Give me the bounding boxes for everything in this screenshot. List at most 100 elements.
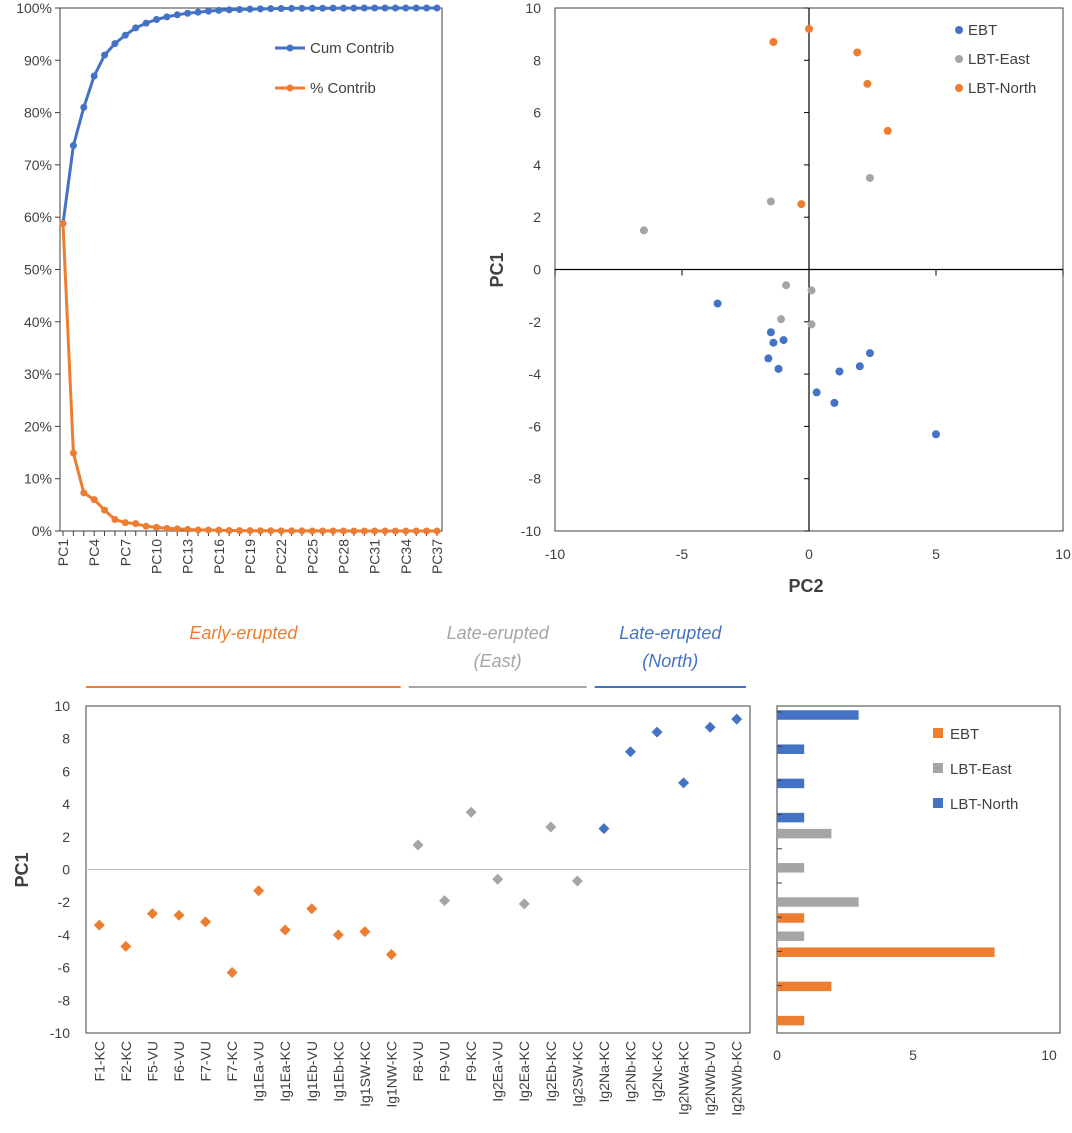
y-tick-label: 8	[533, 52, 541, 68]
y-tick-label: 100%	[16, 0, 52, 16]
data-point	[865, 173, 874, 182]
legend-label: EBT	[950, 726, 979, 743]
bar	[777, 913, 805, 923]
legend-marker	[286, 44, 294, 52]
data-point	[381, 4, 389, 12]
bar	[777, 931, 805, 941]
data-point	[777, 315, 786, 324]
histogram-chart: 0 5 10 EBT LBT-East LBT-North	[773, 705, 1061, 1063]
legend-label: Cum Contrib	[310, 40, 394, 57]
data-point	[173, 11, 181, 19]
data-point	[423, 527, 431, 535]
x-tick-label: -5	[676, 546, 689, 562]
data-point	[371, 527, 379, 535]
data-point	[267, 527, 275, 535]
data-point	[855, 362, 864, 371]
bar	[777, 897, 859, 907]
data-point	[412, 4, 420, 12]
data-point	[173, 909, 185, 921]
data-point	[298, 4, 306, 12]
y-tick-label: 20%	[24, 418, 52, 434]
y-tick-label: 10	[54, 698, 70, 714]
data-point	[319, 4, 327, 12]
x-tick-label: 0	[773, 1047, 781, 1063]
data-point	[766, 197, 775, 206]
y-tick-label: 2	[533, 209, 541, 225]
x-tick-label: F8-VU	[410, 1041, 426, 1081]
y-tick-label: -6	[58, 960, 71, 976]
x-tick-label: PC1	[55, 539, 71, 566]
data-point	[93, 919, 105, 931]
y-tick-label: -2	[58, 894, 71, 910]
data-point	[184, 525, 192, 533]
x-tick-label: Ig2Na-KC	[596, 1041, 612, 1102]
y-tick-label: 10%	[24, 471, 52, 487]
y-tick-label: -10	[521, 523, 541, 539]
data-point	[225, 526, 233, 534]
x-tick-label: Ig2Nb-KC	[622, 1041, 638, 1102]
data-point	[142, 19, 150, 27]
data-point	[298, 527, 306, 535]
legend-label: % Contrib	[310, 80, 376, 97]
data-point	[385, 949, 397, 961]
legend-marker	[286, 84, 294, 92]
data-point	[598, 823, 610, 835]
data-point	[766, 328, 775, 337]
legend-marker	[933, 728, 943, 738]
data-point	[359, 926, 371, 938]
x-tick-label: PC37	[429, 539, 445, 574]
y-tick-label: -8	[58, 992, 71, 1008]
data-point	[391, 527, 399, 535]
group-label: Late-erupted	[447, 623, 550, 643]
y-tick-label: 80%	[24, 105, 52, 121]
data-point	[256, 527, 264, 535]
x-tick-label: F7-VU	[198, 1041, 214, 1081]
bar	[777, 828, 832, 839]
data-point	[402, 527, 410, 535]
data-point	[774, 364, 783, 373]
group-label: Late-erupted	[619, 623, 722, 643]
data-point	[402, 4, 410, 12]
y-tick-label: 40%	[24, 314, 52, 330]
data-point	[704, 721, 716, 733]
bar	[777, 981, 832, 992]
y-tick-label: 6	[533, 105, 541, 121]
y-tick-label: -10	[50, 1025, 70, 1041]
legend-label: LBT-East	[950, 761, 1013, 778]
data-point	[306, 903, 318, 915]
data-point	[200, 916, 212, 928]
data-point	[835, 367, 844, 376]
group-label: Early-erupted	[189, 623, 298, 643]
data-point	[153, 523, 160, 531]
y-tick-label: 0%	[32, 523, 52, 539]
data-point	[863, 79, 872, 88]
data-point	[797, 200, 806, 209]
data-point	[518, 898, 530, 910]
x-tick-label: Ig2SW-KC	[569, 1041, 585, 1107]
data-point	[69, 449, 77, 457]
data-point	[256, 5, 264, 13]
data-point	[173, 525, 181, 533]
x-tick-label: F1-KC	[91, 1041, 107, 1081]
x-tick-label: F9-KC	[463, 1041, 479, 1081]
legend-marker	[955, 55, 963, 63]
y-tick-label: 2	[62, 829, 70, 845]
data-point	[184, 9, 192, 17]
data-point	[433, 527, 441, 535]
bar	[777, 744, 805, 754]
y-tick-label: -8	[529, 471, 542, 487]
data-point	[381, 527, 389, 535]
data-point	[412, 839, 424, 851]
x-tick-label: Ig1Eb-KC	[330, 1041, 346, 1102]
data-point	[277, 527, 285, 535]
data-point	[253, 885, 265, 897]
data-point	[360, 4, 368, 12]
data-point	[101, 506, 109, 514]
x-tick-label: Ig1SW-KC	[357, 1041, 373, 1107]
scree-chart: 0% 10% 20% 30% 40% 50% 60% 70% 80% 90% 100% PC1 PC4 P…	[16, 0, 445, 574]
data-point	[120, 940, 132, 952]
y-axis-title: PC1	[487, 252, 507, 287]
x-tick-label: Ig2NWa-KC	[676, 1041, 692, 1115]
legend-marker	[955, 84, 963, 92]
